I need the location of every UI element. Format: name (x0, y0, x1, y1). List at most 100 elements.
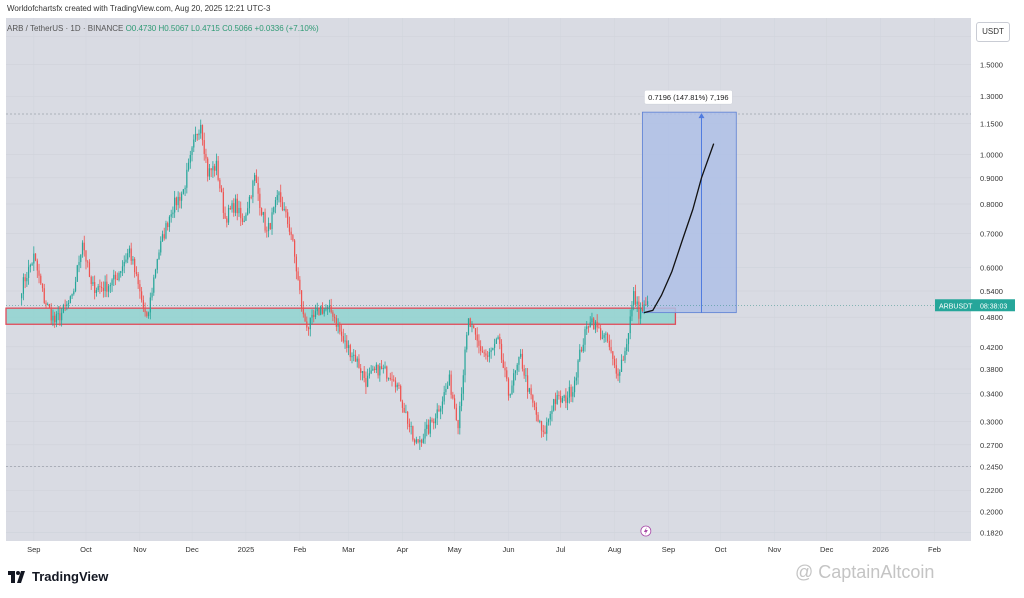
y-tick-label: 0.3000 (980, 417, 1003, 426)
y-tick-label: 0.2700 (980, 441, 1003, 450)
bull-candle (158, 252, 160, 260)
bull-candle (76, 265, 78, 282)
bull-candle (252, 180, 254, 198)
bull-candle (314, 311, 317, 317)
y-tick-label: 1.5000 (980, 61, 1003, 70)
bull-candle (165, 223, 167, 239)
chart-credit: Worldofchartsfx created with TradingView… (7, 4, 271, 13)
bear-candle (43, 288, 45, 303)
bear-candle (38, 270, 40, 276)
bull-candle (208, 168, 211, 177)
bear-candle (544, 431, 546, 434)
bear-candle (137, 273, 139, 285)
bear-candle (507, 378, 510, 396)
bear-candle (596, 321, 598, 328)
bear-candle (474, 328, 477, 335)
bear-candle (335, 318, 337, 327)
bear-candle (499, 337, 501, 344)
bear-candle (297, 271, 299, 280)
bear-candle (300, 290, 303, 308)
y-tick-label: 0.8000 (980, 200, 1003, 209)
x-tick-label: Nov (133, 545, 147, 554)
bull-candle (563, 395, 565, 398)
bull-candle (405, 411, 407, 413)
bull-candle (553, 399, 555, 411)
bear-candle (266, 230, 268, 232)
x-tick-label: Apr (397, 545, 409, 554)
bear-candle (641, 308, 643, 311)
bull-candle (267, 222, 270, 232)
y-tick-label: 0.2450 (980, 462, 1003, 471)
bear-candle (400, 385, 402, 402)
bear-candle (226, 218, 228, 223)
x-tick-label: Dec (820, 545, 834, 554)
bull-candle (149, 297, 151, 313)
bear-candle (144, 307, 146, 313)
bull-candle (276, 195, 278, 201)
bull-candle (356, 358, 358, 362)
bear-candle (167, 223, 169, 228)
bull-candle (370, 370, 372, 374)
x-tick-label: Dec (185, 545, 199, 554)
bull-candle (547, 419, 550, 423)
bear-candle (354, 354, 357, 362)
bull-candle (92, 282, 94, 284)
bull-candle (462, 375, 464, 394)
bear-candle (394, 380, 397, 388)
lightning-icon (643, 527, 648, 535)
bull-candle (567, 397, 569, 403)
bear-candle (485, 353, 487, 356)
y-tick-label: 0.2200 (980, 486, 1003, 495)
bear-candle (287, 212, 289, 225)
bear-candle (530, 388, 532, 396)
bull-candle (344, 340, 346, 342)
bear-candle (450, 374, 452, 395)
bear-candle (593, 318, 595, 330)
bull-candle (21, 293, 23, 299)
x-tick-label: Oct (715, 545, 728, 554)
bull-candle (573, 380, 576, 393)
symbol-legend: ARB / TetherUS · 1D · BINANCE O0.4730 H0… (7, 24, 319, 33)
bear-candle (339, 324, 341, 332)
bear-candle (255, 175, 257, 183)
bear-candle (374, 368, 376, 371)
x-tick-label: Sep (662, 545, 675, 554)
bear-candle (401, 401, 404, 408)
bull-candle (22, 277, 24, 294)
bull-candle (426, 424, 428, 429)
bear-candle (307, 327, 310, 330)
bull-candle (646, 301, 649, 305)
currency-button[interactable]: USDT (976, 22, 1010, 42)
bear-candle (481, 351, 484, 353)
bear-candle (608, 340, 610, 348)
bear-candle (457, 420, 459, 429)
bull-candle (52, 315, 54, 321)
bull-candle (584, 329, 586, 345)
bear-candle (427, 424, 430, 434)
bear-candle (201, 124, 204, 141)
bear-candle (306, 321, 308, 328)
bull-candle (193, 139, 195, 148)
bear-candle (346, 340, 348, 349)
bull-candle (262, 212, 264, 215)
bear-candle (87, 261, 89, 263)
bear-candle (90, 276, 92, 284)
bull-candle (594, 321, 597, 330)
bear-candle (233, 203, 235, 213)
bear-candle (94, 282, 96, 293)
bear-candle (304, 314, 306, 322)
measure-label: 0.7196 (147.81%) 7,196 (648, 93, 728, 102)
bull-candle (200, 124, 202, 134)
bull-candle (443, 392, 445, 402)
bull-candle (466, 334, 468, 350)
bull-candle (492, 347, 494, 351)
y-tick-label: 0.1820 (980, 528, 1003, 537)
bear-candle (224, 212, 226, 219)
bull-candle (128, 248, 131, 254)
plot-background (6, 18, 971, 541)
bull-candle (568, 386, 570, 398)
bear-candle (88, 262, 91, 277)
bull-candle (245, 214, 247, 221)
bull-candle (629, 316, 631, 334)
